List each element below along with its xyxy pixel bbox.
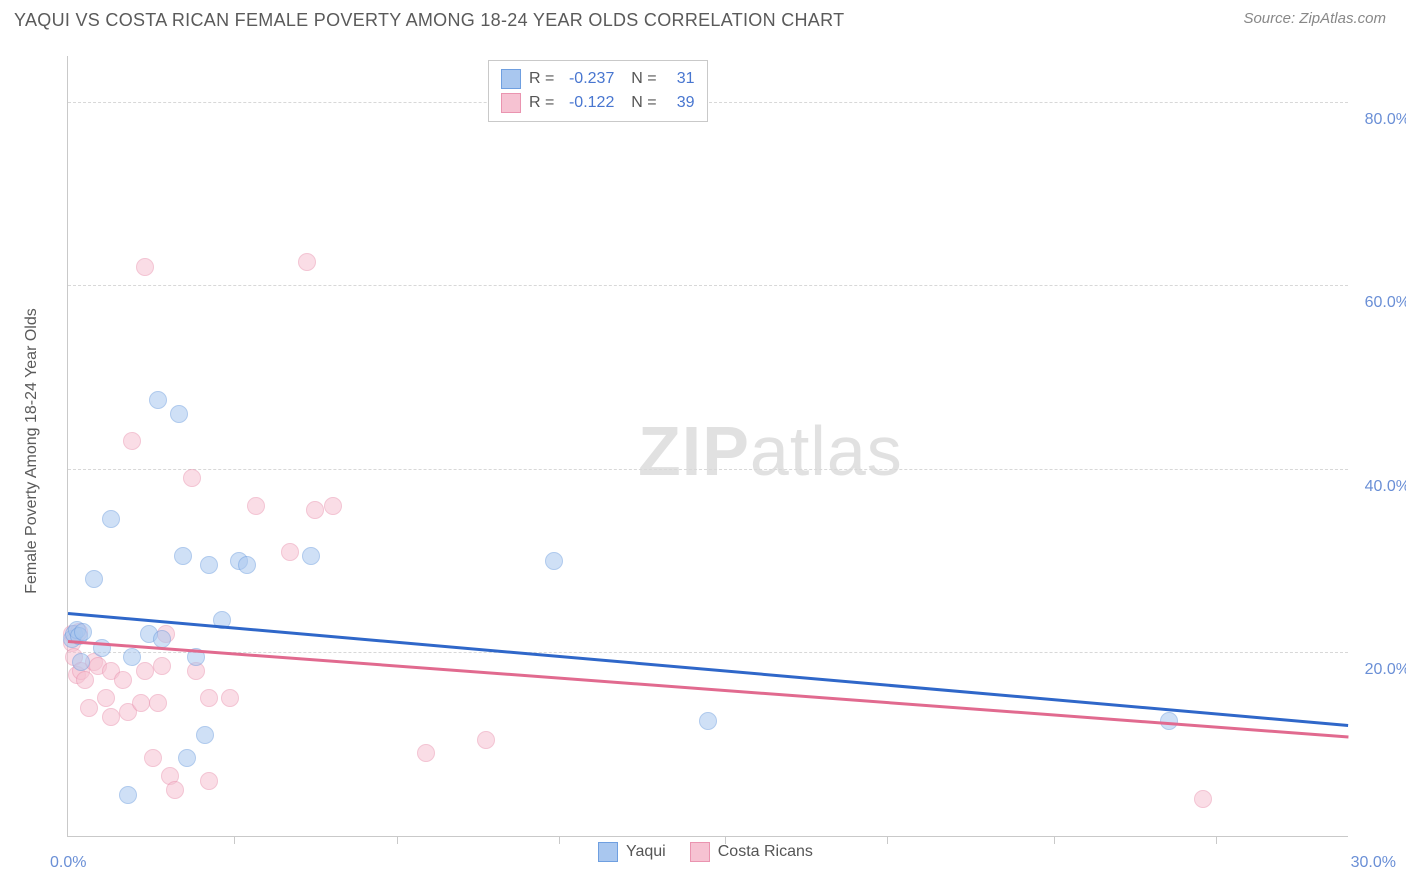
stat-r-value: -0.122 (562, 91, 614, 115)
scatter-point (545, 552, 563, 570)
x-axis-min-label: 0.0% (50, 854, 86, 872)
y-tick-label: 60.0% (1365, 294, 1406, 312)
scatter-point (153, 630, 171, 648)
stats-legend-row: R = -0.237 N = 31 (501, 67, 695, 91)
scatter-point (200, 772, 218, 790)
scatter-point (80, 699, 98, 717)
scatter-point (306, 501, 324, 519)
x-tick (1216, 836, 1217, 844)
scatter-point (149, 694, 167, 712)
stat-r-value: -0.237 (562, 67, 614, 91)
scatter-point (178, 749, 196, 767)
watermark: ZIPatlas (638, 411, 903, 491)
x-tick (887, 836, 888, 844)
scatter-point (132, 694, 150, 712)
scatter-point (170, 405, 188, 423)
scatter-point (76, 671, 94, 689)
scatter-point (136, 258, 154, 276)
stat-n-label: N = (622, 67, 656, 91)
scatter-point (123, 648, 141, 666)
scatter-point (183, 469, 201, 487)
scatter-point (144, 749, 162, 767)
scatter-point (72, 653, 90, 671)
scatter-point (699, 712, 717, 730)
scatter-point (200, 689, 218, 707)
plot-area: ZIPatlas 20.0%40.0%60.0%80.0%0.0%30.0%R … (67, 56, 1348, 837)
series-legend-item: Yaqui (598, 842, 666, 862)
scatter-point (119, 786, 137, 804)
x-axis-max-label: 30.0% (1351, 854, 1396, 872)
stats-legend: R = -0.237 N = 31R = -0.122 N = 39 (488, 60, 708, 122)
series-legend-label: Yaqui (626, 843, 666, 861)
trend-line (68, 612, 1348, 727)
y-axis-label: Female Poverty Among 18-24 Year Olds (23, 308, 41, 594)
scatter-point (102, 510, 120, 528)
stats-legend-row: R = -0.122 N = 39 (501, 91, 695, 115)
scatter-point (102, 708, 120, 726)
legend-swatch (598, 842, 618, 862)
chart-container: Female Poverty Among 18-24 Year Olds ZIP… (42, 56, 1392, 846)
x-tick (397, 836, 398, 844)
chart-title: YAQUI VS COSTA RICAN FEMALE POVERTY AMON… (14, 10, 844, 31)
scatter-point (221, 689, 239, 707)
scatter-point (85, 570, 103, 588)
x-tick (1054, 836, 1055, 844)
watermark-light: atlas (750, 412, 903, 490)
gridline (68, 469, 1348, 470)
scatter-point (174, 547, 192, 565)
scatter-point (74, 623, 92, 641)
scatter-point (123, 432, 141, 450)
stat-r-label: R = (529, 91, 554, 115)
y-tick-label: 40.0% (1365, 478, 1406, 496)
scatter-point (417, 744, 435, 762)
scatter-point (298, 253, 316, 271)
legend-swatch (690, 842, 710, 862)
scatter-point (153, 657, 171, 675)
scatter-point (200, 556, 218, 574)
scatter-point (97, 689, 115, 707)
stat-n-value: 31 (665, 67, 695, 91)
scatter-point (324, 497, 342, 515)
scatter-point (196, 726, 214, 744)
stat-n-label: N = (622, 91, 656, 115)
scatter-point (114, 671, 132, 689)
scatter-point (136, 662, 154, 680)
legend-swatch (501, 69, 521, 89)
legend-swatch (501, 93, 521, 113)
gridline (68, 285, 1348, 286)
x-tick (559, 836, 560, 844)
series-legend: Yaqui Costa Ricans (598, 842, 813, 862)
scatter-point (302, 547, 320, 565)
stat-r-label: R = (529, 67, 554, 91)
stat-n-value: 39 (665, 91, 695, 115)
series-legend-item: Costa Ricans (690, 842, 813, 862)
scatter-point (238, 556, 256, 574)
scatter-point (166, 781, 184, 799)
scatter-point (281, 543, 299, 561)
watermark-bold: ZIP (638, 412, 750, 490)
scatter-point (149, 391, 167, 409)
scatter-point (477, 731, 495, 749)
y-tick-label: 20.0% (1365, 661, 1406, 679)
source-attribution: Source: ZipAtlas.com (1243, 10, 1386, 27)
scatter-point (1194, 790, 1212, 808)
y-tick-label: 80.0% (1365, 111, 1406, 129)
scatter-point (247, 497, 265, 515)
gridline (68, 102, 1348, 103)
x-tick (234, 836, 235, 844)
series-legend-label: Costa Ricans (718, 843, 813, 861)
